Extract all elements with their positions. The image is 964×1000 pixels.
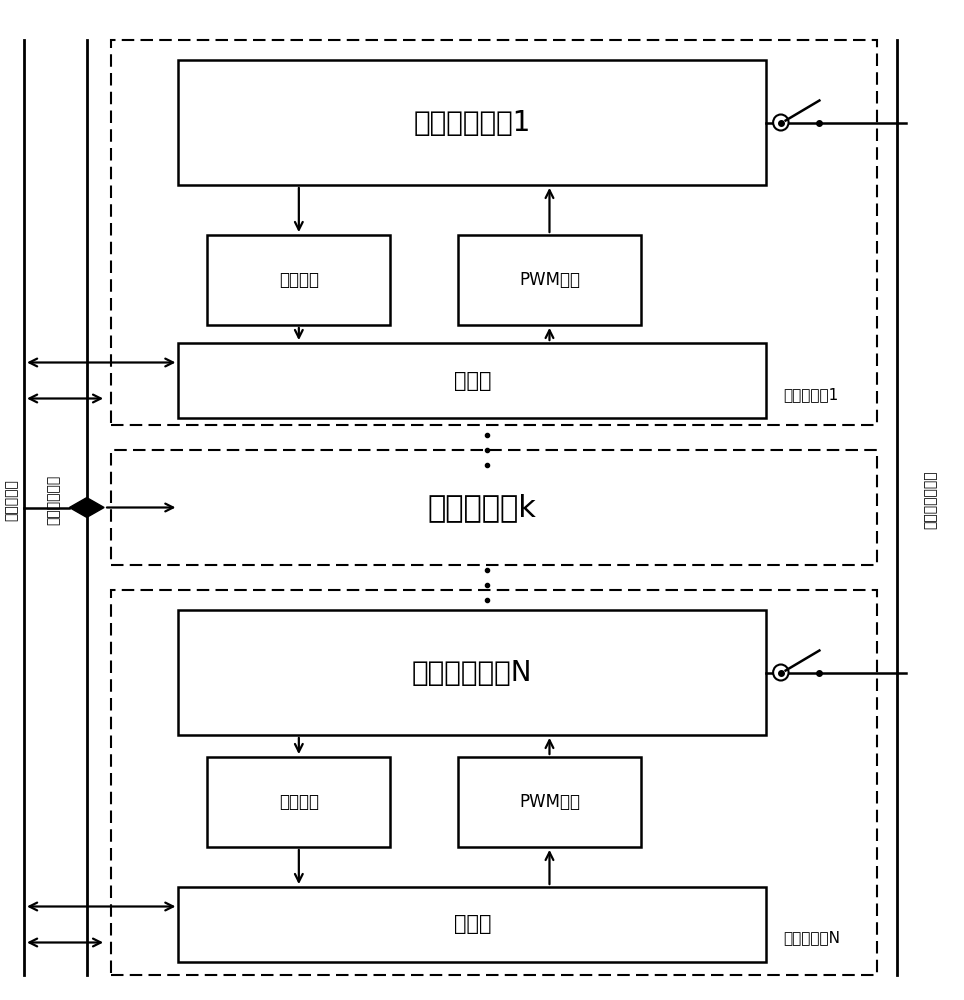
Text: 逃变器模块N: 逃变器模块N [783, 930, 840, 946]
Bar [111, 40, 877, 425]
Bar [458, 235, 641, 325]
Bar [178, 887, 766, 962]
Text: 输出侧交流总线: 输出侧交流总线 [924, 471, 937, 529]
Text: 逃变器主电路N: 逃变器主电路N [413, 658, 532, 686]
Text: 数字通信总线: 数字通信总线 [46, 475, 60, 525]
Text: 采样电路: 采样电路 [279, 271, 319, 289]
Bar [178, 60, 766, 185]
Bar [178, 343, 766, 418]
Text: 数字量总线: 数字量总线 [5, 479, 18, 521]
Text: 逃变器模块k: 逃变器模块k [428, 493, 536, 522]
Bar [207, 757, 390, 847]
Text: PWM驱动: PWM驱动 [519, 793, 580, 811]
Bar [178, 610, 766, 735]
Polygon shape [69, 498, 104, 517]
Bar [207, 235, 390, 325]
Bar [111, 450, 877, 565]
Circle shape [773, 664, 789, 680]
Text: PWM驱动: PWM驱动 [519, 271, 580, 289]
Text: 逃变器主电路1: 逃变器主电路1 [414, 108, 531, 136]
Text: 逃变器模块1: 逃变器模块1 [783, 387, 838, 402]
Text: 控制器: 控制器 [454, 914, 491, 934]
Bar [458, 757, 641, 847]
Text: 控制器: 控制器 [454, 371, 491, 391]
Bar [111, 590, 877, 975]
Circle shape [773, 114, 789, 130]
Text: 采样电路: 采样电路 [279, 793, 319, 811]
